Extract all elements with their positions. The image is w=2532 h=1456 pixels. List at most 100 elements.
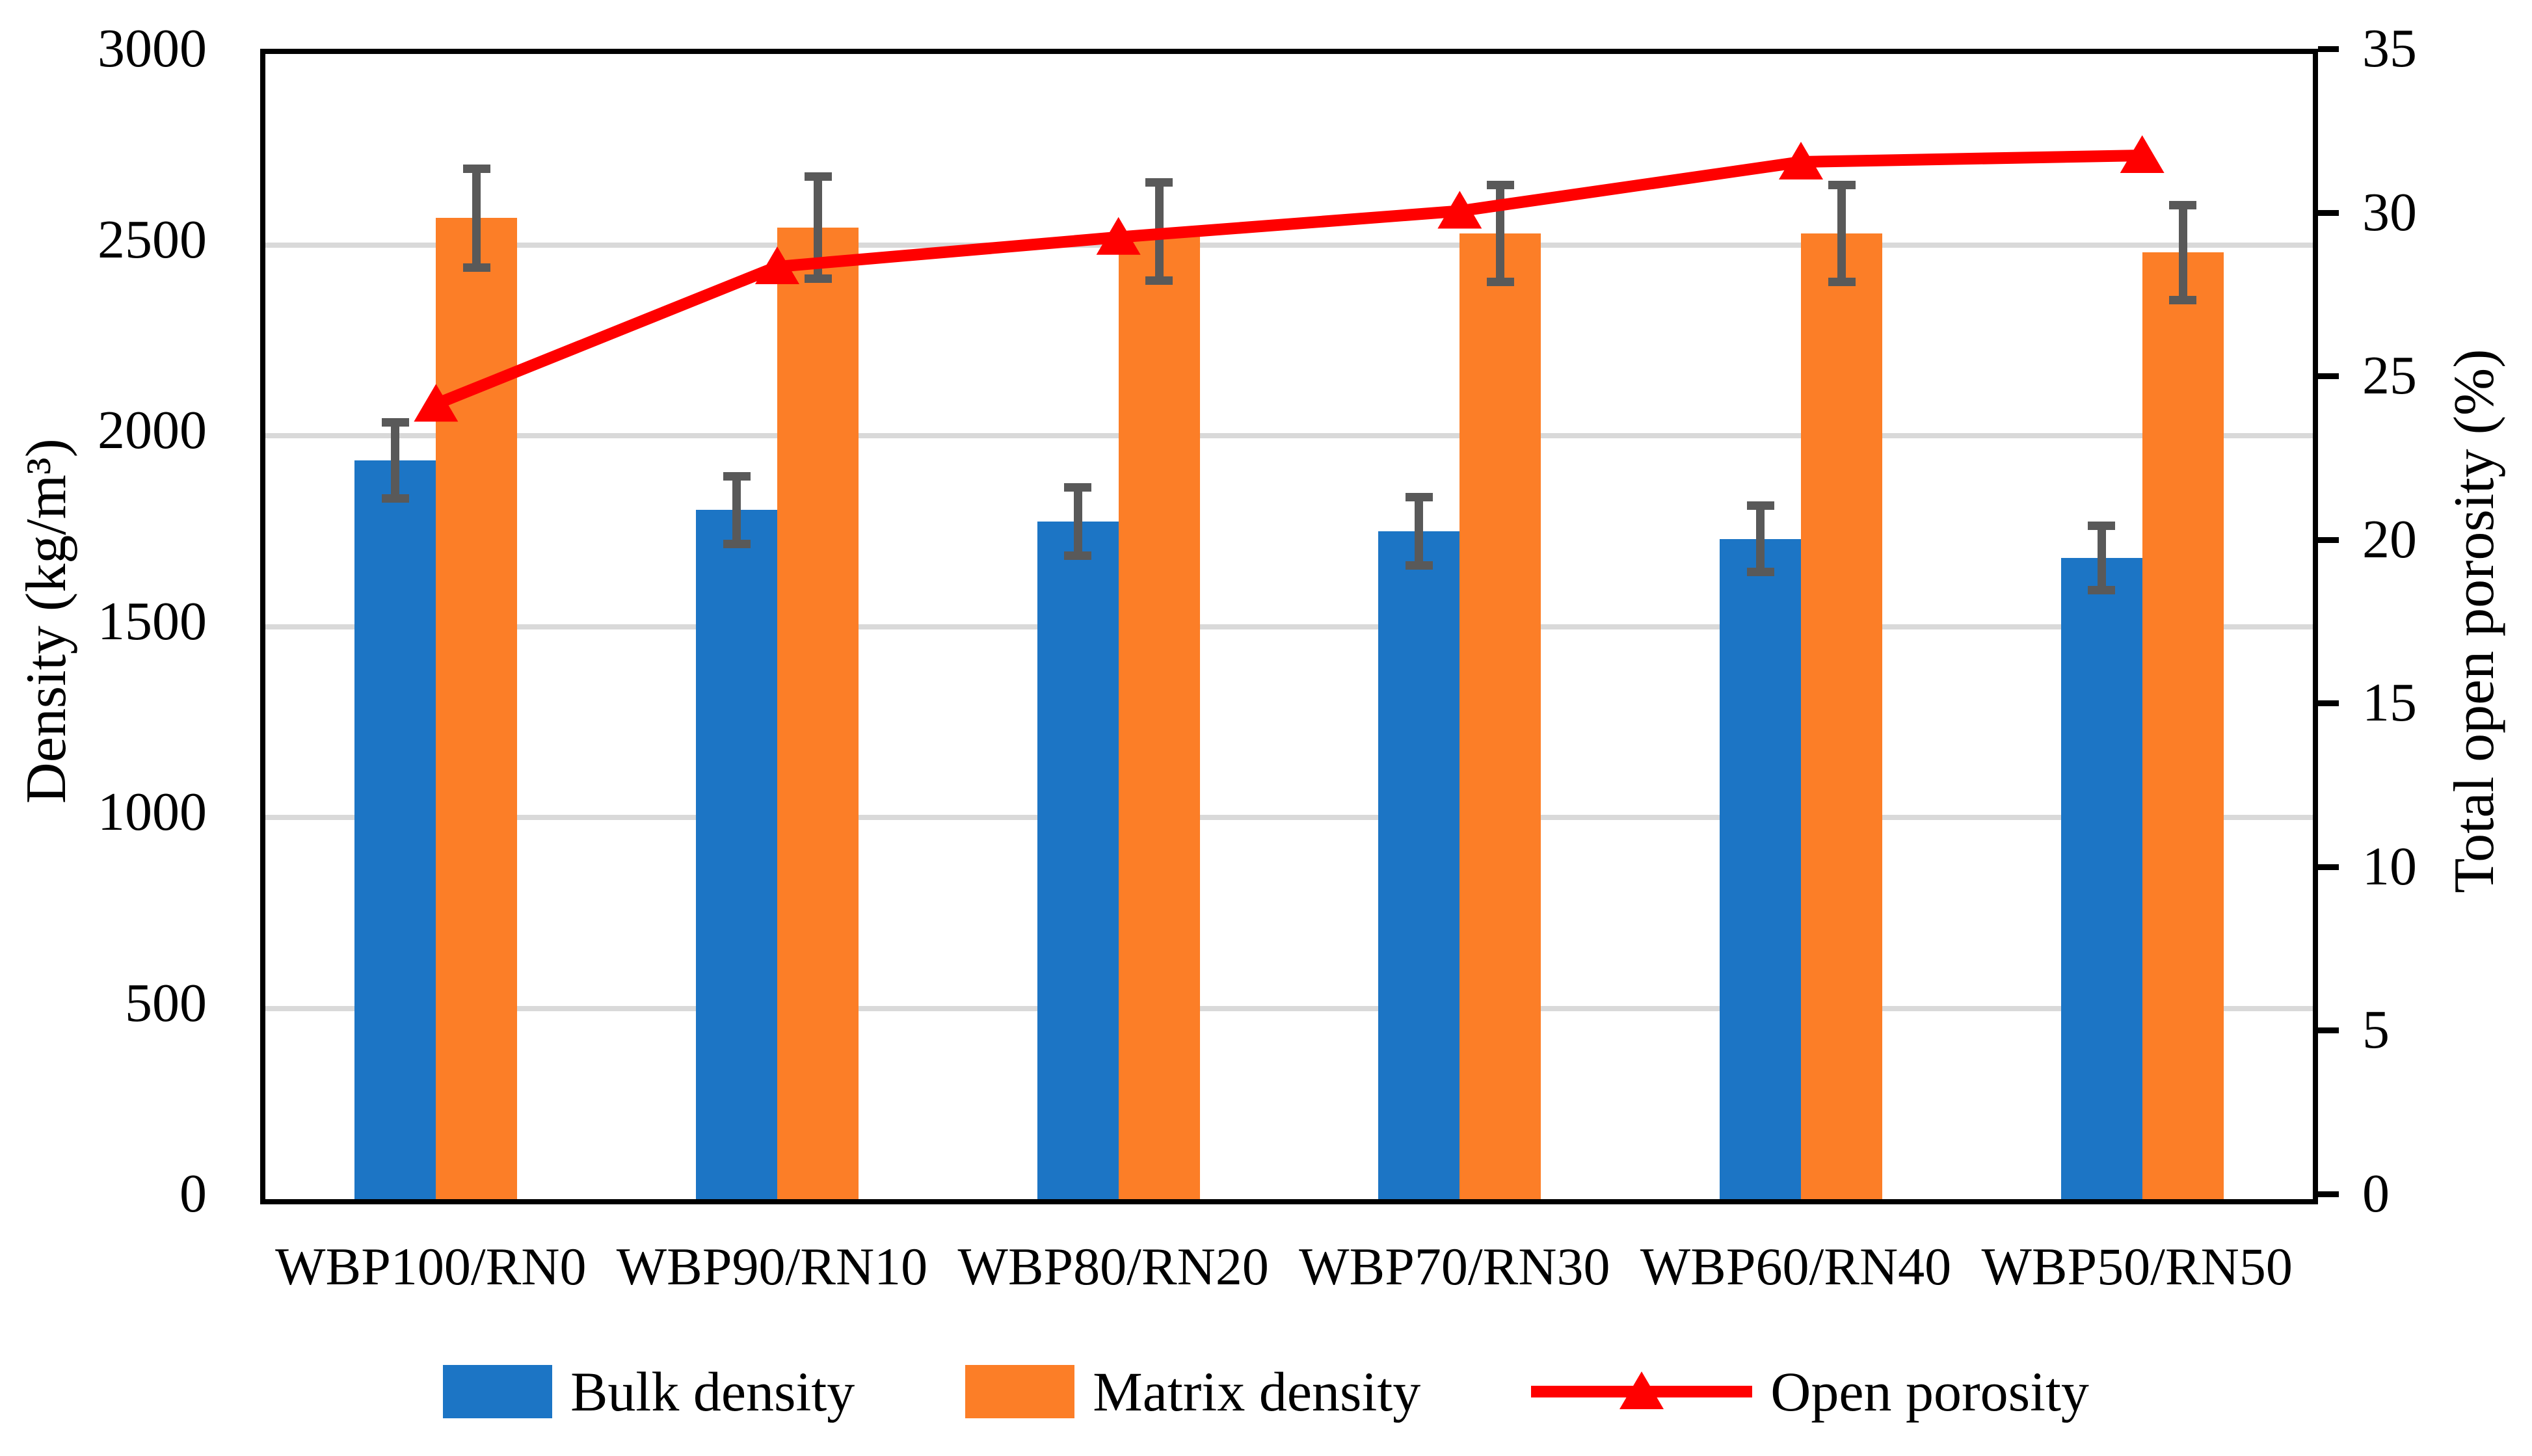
bar-bulk-density bbox=[354, 460, 436, 1199]
open-porosity-line-layer bbox=[414, 135, 2165, 422]
right-tick-label-5: 5 bbox=[2362, 999, 2390, 1061]
open-porosity-marker-triangle bbox=[2120, 135, 2165, 173]
open-porosity-marker-triangle bbox=[1437, 191, 1482, 229]
legend: Bulk density Matrix density Open porosity bbox=[0, 1359, 2532, 1424]
open-porosity-line bbox=[433, 149, 2142, 410]
gridline-2000 bbox=[265, 433, 2313, 438]
legend-swatch-orange bbox=[965, 1365, 1075, 1418]
error-bar-stem bbox=[472, 168, 481, 268]
open-porosity-marker-triangle bbox=[414, 384, 459, 422]
error-bar-cap-top bbox=[2088, 521, 2116, 530]
legend-line-icon bbox=[1531, 1371, 1753, 1409]
error-bar-stem bbox=[1073, 487, 1082, 556]
left-tick-label-2500: 2500 bbox=[98, 209, 207, 270]
error-bar-cap-bottom bbox=[804, 274, 832, 284]
error-bar-cap-bottom bbox=[1486, 278, 1514, 287]
error-bar-stem bbox=[2097, 525, 2106, 590]
error-bar-cap-bottom bbox=[2169, 295, 2197, 304]
right-tick-mark-30 bbox=[2318, 209, 2339, 216]
error-bar-stem bbox=[732, 475, 741, 545]
right-tick-label-35: 35 bbox=[2362, 18, 2417, 79]
category-label-1: WBP90/RN10 bbox=[616, 1237, 928, 1296]
right-tick-label-15: 15 bbox=[2362, 672, 2417, 734]
right-tick-label-10: 10 bbox=[2362, 836, 2417, 897]
error-bar-cap-bottom bbox=[723, 540, 751, 549]
error-bar-cap-bottom bbox=[2088, 585, 2116, 594]
right-tick-mark-0 bbox=[2318, 1191, 2339, 1197]
right-tick-mark-5 bbox=[2318, 1027, 2339, 1034]
gridline-1000 bbox=[265, 815, 2313, 820]
legend-item-matrix-density: Matrix density bbox=[965, 1359, 1420, 1424]
legend-swatch-blue bbox=[443, 1365, 553, 1418]
error-bar-stem bbox=[1756, 505, 1765, 573]
category-label-4: WBP60/RN40 bbox=[1640, 1237, 1952, 1296]
error-bar-cap-bottom bbox=[1746, 568, 1774, 577]
error-bar-stem bbox=[1415, 496, 1424, 566]
open-porosity-marker-triangle bbox=[1096, 217, 1141, 255]
error-bar-cap-bottom bbox=[462, 263, 490, 272]
bar-matrix-density bbox=[1459, 233, 1541, 1199]
left-tick-label-1500: 1500 bbox=[98, 590, 207, 652]
legend-label-open-porosity: Open porosity bbox=[1770, 1360, 2089, 1423]
legend-label-matrix-density: Matrix density bbox=[1093, 1360, 1421, 1423]
right-tick-mark-35 bbox=[2318, 46, 2339, 52]
bar-bulk-density bbox=[696, 510, 777, 1199]
left-tick-label-3000: 3000 bbox=[98, 18, 207, 79]
category-label-0: WBP100/RN0 bbox=[275, 1237, 587, 1296]
error-bar-cap-bottom bbox=[1828, 278, 1856, 287]
right-tick-mark-25 bbox=[2318, 373, 2339, 380]
bar-bulk-density bbox=[1037, 522, 1119, 1199]
gridline-2500 bbox=[265, 242, 2313, 248]
bar-bulk-density bbox=[1720, 538, 1801, 1199]
error-bar-cap-top bbox=[1746, 501, 1774, 510]
category-label-5: WBP50/RN50 bbox=[1981, 1237, 2293, 1296]
legend-label-bulk-density: Bulk density bbox=[570, 1360, 855, 1423]
legend-triangle-marker bbox=[1619, 1371, 1664, 1409]
right-tick-mark-15 bbox=[2318, 700, 2339, 707]
legend-item-open-porosity: Open porosity bbox=[1531, 1359, 2089, 1424]
open-porosity-marker-triangle bbox=[755, 246, 799, 285]
gridline-1500 bbox=[265, 624, 2313, 629]
error-bar-cap-top bbox=[1828, 180, 1856, 189]
left-tick-label-500: 500 bbox=[125, 972, 207, 1033]
left-tick-label-1000: 1000 bbox=[98, 782, 207, 842]
error-bar-cap-top bbox=[381, 418, 409, 427]
error-bar-stem bbox=[391, 422, 400, 499]
bar-matrix-density bbox=[777, 228, 859, 1199]
bar-matrix-density bbox=[1801, 233, 1882, 1199]
error-bar-cap-top bbox=[1064, 483, 1092, 492]
open-porosity-marker-triangle bbox=[1779, 142, 1823, 180]
right-tick-mark-20 bbox=[2318, 536, 2339, 543]
bar-bulk-density bbox=[2060, 557, 2142, 1199]
category-label-2: WBP80/RN20 bbox=[957, 1237, 1269, 1296]
error-bar-stem bbox=[2178, 204, 2187, 300]
error-bar-cap-top bbox=[723, 471, 751, 481]
left-tick-label-0: 0 bbox=[180, 1163, 207, 1224]
error-bar-cap-top bbox=[1145, 178, 1173, 187]
right-tick-label-0: 0 bbox=[2362, 1163, 2390, 1224]
right-tick-label-25: 25 bbox=[2362, 345, 2417, 406]
error-bar-cap-top bbox=[2169, 200, 2197, 209]
error-bar-cap-top bbox=[804, 172, 832, 181]
right-tick-label-20: 20 bbox=[2362, 509, 2417, 570]
gridline-500 bbox=[265, 1005, 2313, 1011]
right-tick-mark-10 bbox=[2318, 864, 2339, 870]
error-bar-stem bbox=[1837, 184, 1846, 283]
bar-matrix-density bbox=[1118, 231, 1200, 1199]
plot-area bbox=[260, 49, 2318, 1204]
error-bar-stem bbox=[814, 176, 822, 280]
error-bar-cap-top bbox=[462, 165, 490, 174]
legend-line-marker-glyph bbox=[1531, 1360, 1753, 1423]
legend-item-bulk-density: Bulk density bbox=[443, 1359, 855, 1424]
error-bar-cap-bottom bbox=[381, 494, 409, 503]
bar-matrix-density bbox=[2142, 252, 2224, 1199]
category-label-3: WBP70/RN30 bbox=[1299, 1237, 1610, 1296]
error-bar-cap-bottom bbox=[1064, 551, 1092, 560]
error-bar-cap-bottom bbox=[1405, 561, 1433, 570]
error-bar-cap-top bbox=[1486, 180, 1514, 189]
error-bar-cap-bottom bbox=[1145, 276, 1173, 285]
right-tick-label-30: 30 bbox=[2362, 181, 2417, 243]
error-bar-cap-top bbox=[1405, 492, 1433, 501]
left-tick-label-2000: 2000 bbox=[98, 400, 207, 460]
